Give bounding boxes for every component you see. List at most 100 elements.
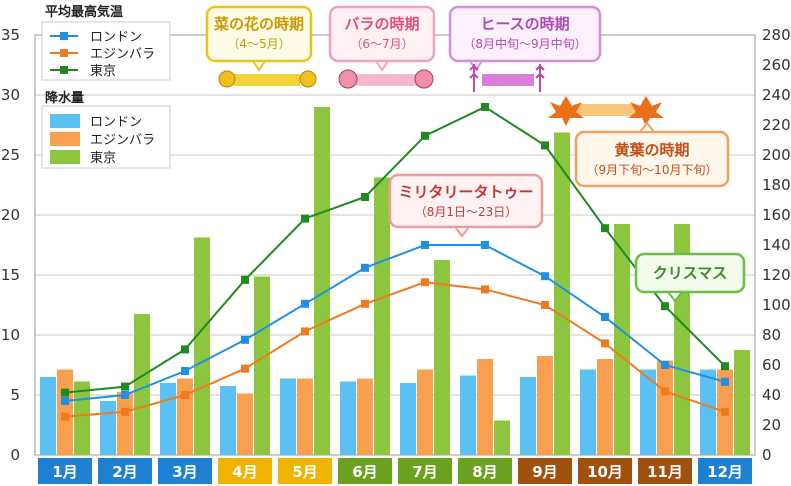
legend-label-東京: 東京: [90, 63, 116, 79]
callout-bara: バラの時期 （6～7月）: [328, 5, 436, 89]
point-エジンバラ: [61, 412, 69, 421]
maple-leaf-icon: [548, 96, 584, 126]
point-ロンドン: [541, 272, 549, 281]
bar-ロンドン: [160, 383, 176, 455]
bar-東京: [254, 276, 270, 455]
right-tick-label: 20: [762, 416, 781, 434]
month-label: 11月: [647, 463, 683, 481]
month-label: 2月: [112, 463, 137, 481]
point-ロンドン: [61, 397, 69, 405]
bar-東京: [614, 224, 630, 455]
nanohana-flower-icon: [218, 70, 236, 88]
line-エジンバラ: [64, 281, 726, 418]
point-ロンドン: [361, 263, 369, 272]
point-エジンバラ: [541, 301, 549, 309]
bar-東京: [434, 260, 450, 455]
point-ロンドン: [661, 361, 669, 369]
month-box: [698, 458, 752, 484]
right-tick-label: 240: [762, 86, 791, 104]
bar-東京: [314, 107, 330, 455]
callout-heath: ヒースの時期 （8月中旬～9月中旬）: [448, 5, 602, 92]
nanohana-period-bar: [234, 74, 300, 86]
month-box: [638, 458, 692, 484]
point-ロンドン: [121, 391, 129, 399]
month-label: 8月: [472, 463, 497, 481]
right-tick-label: 60: [762, 356, 781, 374]
month-box: [218, 458, 272, 484]
left-tick-label: 35: [1, 26, 20, 44]
month-labels: 1月 2月 3月 4月 5月 6月 7月 8月 9月 10月 11月 12月: [38, 458, 752, 484]
right-tick-label: 40: [762, 386, 781, 404]
month-label: 3月: [172, 463, 197, 481]
point-東京: [601, 224, 609, 233]
bar-エジンバラ: [597, 359, 613, 455]
point-東京: [541, 141, 549, 150]
point-ロンドン: [481, 241, 489, 249]
right-tick-label: 0: [762, 446, 772, 464]
bar-エジンバラ: [237, 393, 253, 455]
bar-エジンバラ: [537, 356, 553, 455]
point-エジンバラ: [421, 278, 429, 287]
legend-swatch-エジンバラ: [50, 132, 80, 146]
point-ロンドン: [601, 313, 609, 321]
point-エジンバラ: [601, 339, 609, 348]
bara-period-bar: [356, 74, 420, 86]
legend-marker-東京: [60, 66, 68, 74]
month-label: 9月: [532, 463, 557, 481]
point-東京: [241, 275, 249, 284]
callout-tattoo-sub: （8月1日～23日）: [415, 205, 518, 219]
bar-東京: [134, 314, 150, 455]
point-東京: [121, 382, 129, 391]
axes: 0 5 10 15 20 25 30 35 0 20 40 60 80 100 120 140 160 180 20…: [1, 26, 791, 464]
point-エジンバラ: [121, 407, 129, 416]
bar-東京: [734, 350, 750, 455]
right-tick-label: 180: [762, 176, 791, 194]
callout-bara-title: バラの時期: [344, 15, 419, 33]
right-tick-label: 260: [762, 56, 791, 74]
bar-ロンドン: [220, 386, 236, 455]
heath-flower-icon: [535, 64, 545, 92]
month-label: 12月: [707, 463, 743, 481]
callout-nanohana: 菜の花の時期 （4～5月）: [205, 5, 317, 88]
bar-東京: [74, 381, 90, 455]
bar-ロンドン: [340, 381, 356, 455]
month-box: [578, 458, 632, 484]
bar-ロンドン: [460, 375, 476, 455]
legend-label-エジンバラ: エジンバラ: [90, 47, 155, 62]
month-box: [458, 458, 512, 484]
point-エジンバラ: [661, 387, 669, 396]
left-tick-label: 20: [1, 206, 20, 224]
point-ロンドン: [241, 335, 249, 344]
month-label: 5月: [292, 463, 317, 481]
month-label: 4月: [232, 463, 257, 481]
right-tick-label: 140: [762, 236, 791, 254]
callout-christmas: クリスマス: [634, 252, 746, 303]
precipitation-legend-title: 降水量: [45, 90, 84, 106]
bar-東京: [494, 420, 510, 455]
right-tick-label: 200: [762, 146, 791, 164]
callout-christmas-title: クリスマス: [653, 264, 728, 282]
point-東京: [301, 214, 309, 223]
bar-エジンバラ: [357, 378, 373, 455]
month-label: 1月: [52, 463, 77, 481]
month-box: [338, 458, 392, 484]
bar-ロンドン: [40, 377, 56, 455]
legend-marker-ロンドン: [60, 32, 68, 40]
month-box: [98, 458, 152, 484]
point-東京: [421, 131, 429, 140]
bar-エジンバラ: [477, 359, 493, 455]
bar-エジンバラ: [177, 378, 193, 455]
month-label: 7月: [412, 463, 437, 481]
bar-エジンバラ: [297, 378, 313, 455]
callout-nanohana-title: 菜の花の時期: [213, 15, 304, 33]
right-tick-label: 220: [762, 116, 791, 134]
right-tick-label: 80: [762, 326, 781, 344]
koyo-period-bar: [574, 104, 636, 116]
rose-icon: [338, 69, 358, 89]
legend-label-東京: 東京: [90, 150, 116, 166]
rose-icon: [414, 69, 434, 89]
temperature-lines: [61, 103, 729, 421]
month-label: 10月: [587, 463, 623, 481]
left-tick-label: 5: [10, 386, 20, 404]
left-tick-label: 15: [1, 266, 20, 284]
